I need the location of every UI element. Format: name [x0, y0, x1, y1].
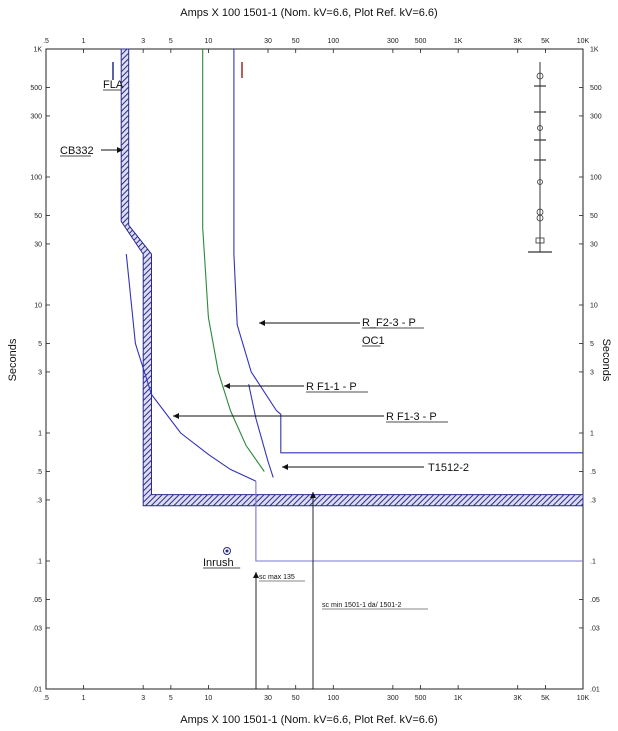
- label-t1512: T1512-2: [428, 462, 469, 474]
- y-tick-label-left: .05: [32, 597, 42, 604]
- arrow-cb332-head: [117, 147, 123, 153]
- y-tick-label-right: 1K: [590, 47, 599, 54]
- y-tick-label-right: .3: [590, 497, 596, 504]
- y-tick-label-right: 1: [590, 431, 594, 438]
- y-tick-label-right: 30: [590, 241, 598, 248]
- y-tick-label-right: 50: [590, 213, 598, 220]
- x-tick-label-bottom: 1: [82, 695, 86, 702]
- x-tick-label-bottom: 5: [169, 695, 173, 702]
- x-tick-label-top: 1: [82, 38, 86, 45]
- y-tick-label-left: 100: [30, 175, 42, 182]
- curves: [120, 48, 584, 562]
- x-tick-label-bottom: .5: [43, 695, 49, 702]
- y-tick-label-left: .5: [36, 469, 42, 476]
- y-tick-label-right: 300: [590, 113, 602, 120]
- x-tick-label-top: 10: [205, 38, 213, 45]
- x-tick-label-bottom: 1K: [454, 695, 463, 702]
- x-tick-label-bottom: 30: [264, 695, 272, 702]
- x-tick-label-bottom: 50: [292, 695, 300, 702]
- y-tick-label-right: .05: [590, 597, 600, 604]
- x-tick-label-top: 1K: [454, 38, 463, 45]
- y-tick-label-right: 500: [590, 85, 602, 92]
- arrow-t1512-head: [282, 464, 288, 470]
- y-tick-label-left: 300: [30, 113, 42, 120]
- x-tick-label-top: 500: [415, 38, 427, 45]
- bottom-axis-title: Amps X 100 1501-1 (Nom. kV=6.6, Plot Ref…: [180, 714, 437, 726]
- label-inrush: Inrush: [203, 557, 234, 569]
- y-tick-label-right: .01: [590, 687, 600, 694]
- y-tick-label-left: .1: [36, 559, 42, 566]
- x-tick-label-bottom: 100: [327, 695, 339, 702]
- plot-frame: [45, 48, 584, 690]
- y-tick-label-right: .03: [590, 625, 600, 632]
- label-sc-max: sc max 135: [259, 574, 295, 581]
- x-tick-label-bottom: 500: [415, 695, 427, 702]
- label-cb332: CB332: [60, 145, 94, 157]
- x-tick-label-top: 3: [141, 38, 145, 45]
- label-oc1: OC1: [362, 335, 385, 347]
- x-tick-label-top: 100: [327, 38, 339, 45]
- arrow-sc-max-head: [253, 572, 259, 578]
- x-tick-label-top: 10K: [577, 38, 590, 45]
- x-tick-label-bottom: 10: [205, 695, 213, 702]
- curve-r-f1-3-p: [125, 254, 257, 482]
- arrow-sc-min-head: [310, 492, 316, 498]
- label-rf11: R F1-1 - P: [306, 381, 357, 393]
- x-tick-label-top: 5K: [541, 38, 550, 45]
- x-tick-label-top: 5: [169, 38, 173, 45]
- label-rf23: R_F2-3 - P: [362, 317, 416, 329]
- x-tick-label-bottom: 10K: [577, 695, 590, 702]
- curve-t1512-2: [248, 384, 274, 478]
- y-tick-label-left: .3: [36, 497, 42, 504]
- x-tick-label-top: 30: [264, 38, 272, 45]
- arrow-rf13-head: [173, 413, 179, 419]
- y-tick-label-left: 1: [38, 431, 42, 438]
- y-tick-label-left: .03: [32, 625, 42, 632]
- annotations: FLA CB332 R_F2-3 - P OC1 R F1-1 - P R F1-3 - …: [60, 62, 469, 689]
- axis-ticks: .5 .5 1 1 3 3 5 5 10 10 30 30 50 50 100 100 300 300 500 500…: [30, 38, 601, 702]
- x-tick-label-top: 3K: [513, 38, 522, 45]
- label-rf13: R F1-3 - P: [386, 411, 437, 423]
- y-tick-label-left: .01: [32, 687, 42, 694]
- left-axis-title: Seconds: [7, 338, 19, 381]
- y-tick-label-left: 3: [38, 369, 42, 376]
- x-tick-label-top: .5: [43, 38, 49, 45]
- y-tick-label-left: 500: [30, 85, 42, 92]
- inrush-point: [223, 547, 231, 555]
- x-tick-label-bottom: 300: [387, 695, 399, 702]
- y-tick-label-left: 1K: [33, 47, 42, 54]
- top-axis-title: Amps X 100 1501-1 (Nom. kV=6.6, Plot Ref…: [180, 7, 437, 19]
- x-tick-label-bottom: 3K: [513, 695, 522, 702]
- one-line-diagram: [528, 62, 552, 253]
- label-fla: FLA: [103, 79, 124, 91]
- y-tick-label-left: 30: [34, 241, 42, 248]
- inrush-point-center: [225, 549, 229, 553]
- x-tick-label-top: 300: [387, 38, 399, 45]
- right-axis-title: Seconds: [600, 339, 612, 382]
- plot-border: [45, 48, 584, 690]
- y-tick-label-left: 5: [38, 341, 42, 348]
- curve-r-f2-3-p: [233, 49, 583, 454]
- y-tick-label-right: 3: [590, 369, 594, 376]
- curve-cb332: [120, 48, 584, 507]
- y-tick-label-right: .1: [590, 559, 596, 566]
- y-tick-label-right: 5: [590, 341, 594, 348]
- curve-r-f1-1-p: [202, 49, 265, 472]
- arrow-rf23-head: [259, 320, 265, 326]
- y-tick-label-right: 100: [590, 175, 602, 182]
- y-tick-label-right: .5: [590, 469, 596, 476]
- curve-unlabeled-5: [255, 481, 583, 562]
- x-tick-label-bottom: 3: [141, 695, 145, 702]
- x-tick-label-top: 50: [292, 38, 300, 45]
- x-tick-label-bottom: 5K: [541, 695, 550, 702]
- y-tick-label-left: 10: [34, 303, 42, 310]
- y-tick-label-left: 50: [34, 213, 42, 220]
- arrow-rf11-head: [224, 383, 230, 389]
- label-sc-min: sc min 1501-1 da/ 1501-2: [322, 602, 401, 609]
- y-tick-label-right: 10: [590, 303, 598, 310]
